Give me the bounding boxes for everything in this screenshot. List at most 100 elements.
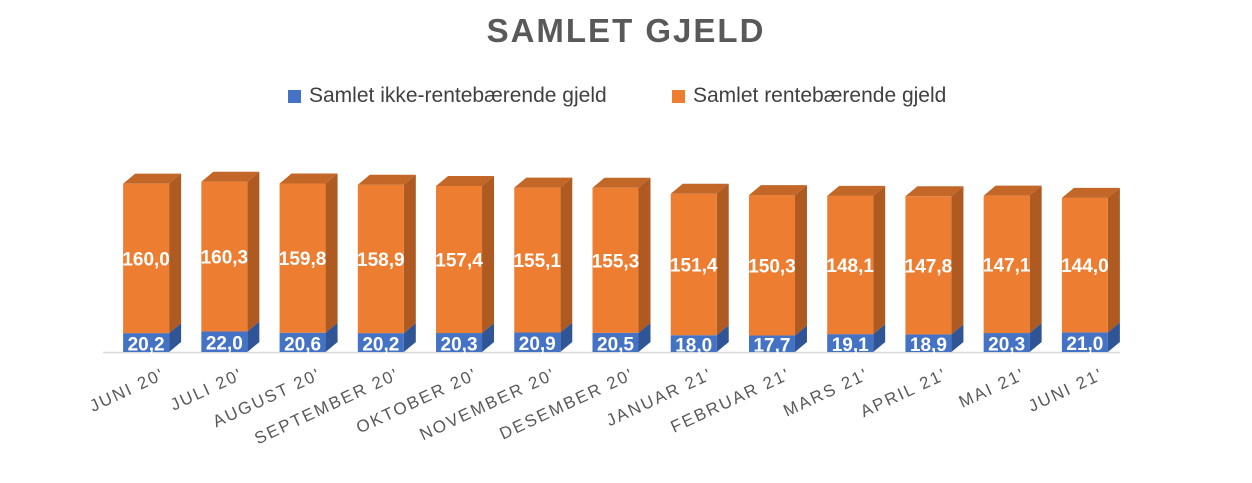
data-label-non-interest: 20,3 [988,335,1025,356]
bar-side-non-interest [1029,323,1042,352]
bar-interest [748,195,795,336]
x-tick-label: DESEMBER 20' [497,364,638,443]
bar-side-interest [325,173,338,333]
bar-side-interest [560,177,573,333]
bar-top-interest [201,171,260,182]
bar-top-interest [905,186,964,197]
bar-non-interest [123,333,170,352]
bar-side-non-interest [169,323,182,352]
bar-top-interest [983,185,1042,196]
bar-top-interest [514,177,573,188]
legend-swatch-orange [672,89,685,103]
bar-interest [670,193,717,336]
data-label-non-interest: 18,0 [675,336,712,357]
bar-top-interest [357,174,416,185]
bar-side-interest [169,173,182,334]
data-label-non-interest: 19,1 [832,335,869,356]
legend-label-non-interest: Samlet ikke-rentebærende gjeld [309,84,607,107]
bar-top-interest [592,177,651,188]
bar-side-interest [1029,185,1042,334]
bar-side-non-interest [794,325,807,352]
bar-side-non-interest [482,323,495,352]
bar-top-interest [123,173,182,184]
data-label-interest: 150,3 [748,256,796,277]
data-label-interest: 147,8 [905,256,953,277]
bar-non-interest [514,332,561,352]
bar-non-interest [983,333,1030,352]
legend: Samlet ikke-rentebærende gjeld Samlet re… [0,84,1252,112]
bar-side-non-interest [403,323,416,352]
bar-side-interest [951,186,964,335]
data-label-interest: 155,3 [592,251,640,272]
bar-non-interest [279,332,326,352]
bar-interest [983,195,1030,334]
bar-non-interest [827,334,874,352]
data-label-interest: 160,3 [201,248,249,269]
bar-non-interest [670,335,717,352]
bar-top-interest [279,173,338,184]
data-label-non-interest: 20,9 [519,334,556,355]
bar-top-interest [436,176,495,187]
legend-item-interest: Samlet rentebærende gjeld [672,84,946,108]
bar-top-interest [827,185,886,196]
bar-side-interest [482,176,495,334]
x-tick-label: SEPTEMBER 20' [252,364,403,448]
data-label-non-interest: 21,0 [1066,334,1103,355]
bar-interest [279,183,326,333]
bar-side-interest [247,171,260,332]
x-tick-label: JUNI 20' [87,364,168,415]
data-label-non-interest: 20,6 [284,334,321,355]
bar-side-non-interest [247,321,260,352]
bar-side-non-interest [560,322,573,352]
bar-non-interest [592,332,639,352]
legend-item-non-interest: Samlet ikke-rentebærende gjeld [288,84,607,108]
bar-interest [357,184,404,334]
data-label-interest: 148,1 [826,256,874,277]
bar-interest [827,195,874,335]
bar-non-interest [748,335,795,352]
data-label-non-interest: 20,2 [362,335,399,356]
bar-top-interest [1061,187,1120,198]
x-tick-label: MAI 21' [956,364,1028,411]
data-label-non-interest: 20,5 [597,334,634,355]
bar-side-interest [716,183,729,336]
bar-interest [436,186,483,334]
data-label-interest: 157,4 [435,251,483,272]
bar-interest [123,183,170,334]
bar-non-interest [905,334,952,352]
data-label-non-interest: 22,0 [206,334,243,355]
bar-side-non-interest [1107,322,1120,352]
bar-interest [1061,197,1108,333]
x-tick-label: APRIL 21' [857,364,950,421]
legend-swatch-blue [288,89,301,103]
x-tick-label: JUNI 21' [1025,364,1106,415]
bar-non-interest [1061,332,1108,352]
bar-side-interest [873,185,886,335]
x-tick-label: MARS 21' [780,364,871,420]
bar-side-non-interest [638,322,651,352]
bar-interest [592,187,639,333]
bar-side-non-interest [716,325,729,352]
chart-title: SAMLET GJELD [486,12,766,49]
bar-non-interest [357,333,404,352]
data-label-interest: 144,0 [1061,256,1109,277]
data-label-non-interest: 20,2 [128,335,165,356]
data-label-interest: 147,1 [983,255,1031,276]
bar-interest [905,196,952,335]
bar-interest [201,181,248,332]
bar-side-non-interest [873,324,886,352]
bar-side-non-interest [325,322,338,352]
data-label-non-interest: 20,3 [441,335,478,356]
legend-label-interest: Samlet rentebærende gjeld [693,84,947,107]
bar-side-interest [638,177,651,333]
data-label-interest: 155,1 [513,251,561,272]
data-label-interest: 151,4 [670,255,718,276]
bar-interest [514,187,561,333]
data-label-interest: 159,8 [279,249,327,270]
bar-side-interest [1107,187,1120,333]
bar-side-interest [794,185,807,336]
data-label-non-interest: 17,7 [753,336,790,357]
bar-top-interest [748,185,807,196]
bar-side-non-interest [951,324,964,352]
